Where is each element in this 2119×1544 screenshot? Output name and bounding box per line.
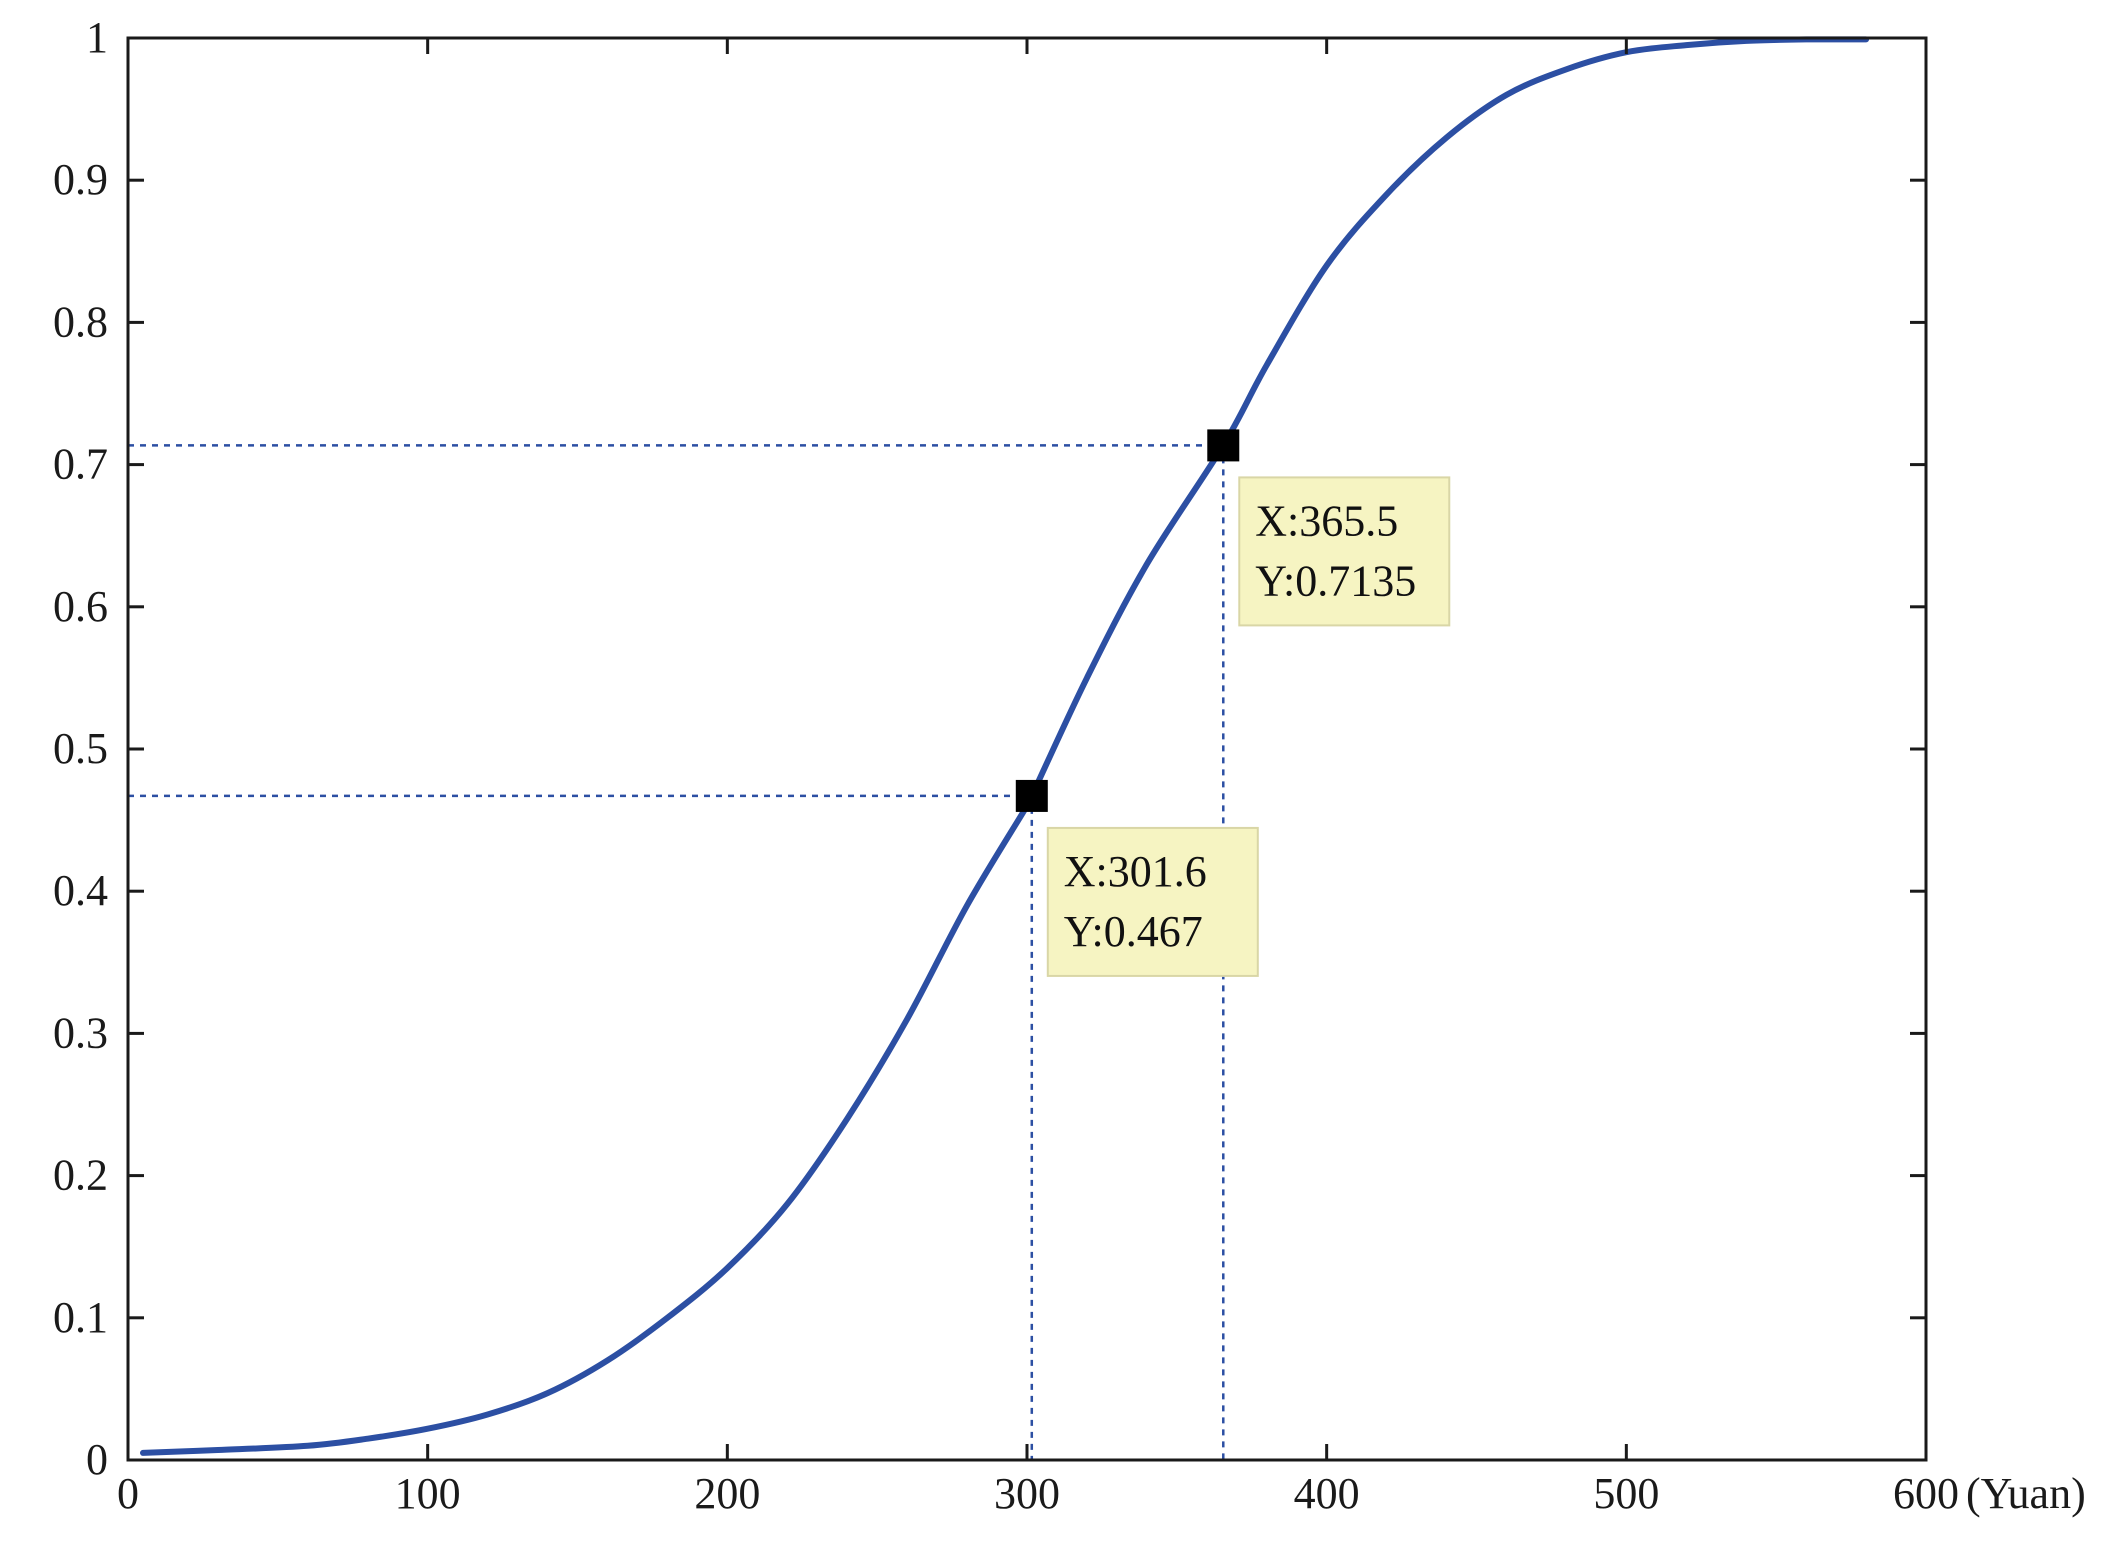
- datatip-y-label: Y:0.467: [1064, 907, 1203, 956]
- datatip-y-label: Y:0.7135: [1255, 556, 1416, 605]
- x-tick-label: 400: [1294, 1469, 1360, 1518]
- datatip-box: [1046, 826, 1259, 977]
- datatip-x-label: X:301.6: [1064, 847, 1207, 896]
- cdf-curve: [139, 36, 1870, 1456]
- y-tick-label: 0.3: [53, 1008, 108, 1057]
- y-tick-label: 0.7: [53, 440, 108, 489]
- axes-frame: [126, 36, 1928, 1462]
- y-tick-label: 0.2: [53, 1151, 108, 1200]
- y-tick-label: 0.4: [53, 866, 108, 915]
- x-tick-label: 300: [994, 1469, 1060, 1518]
- y-tick-label: 0.1: [53, 1293, 108, 1342]
- y-tick-label: 0.5: [53, 724, 108, 773]
- y-axis-ticks: 0 0.1 0.2 0.3 0.4 0.5 0.6 0.7 0.8 0.9 1: [53, 13, 1926, 1484]
- datatip-marker: [1207, 429, 1240, 462]
- y-tick-label: 0: [86, 1435, 108, 1484]
- y-tick-label: 0.6: [53, 582, 108, 631]
- datatip-marker: [1015, 779, 1048, 812]
- x-tick-label: 0: [117, 1469, 139, 1518]
- y-tick-label: 0.8: [53, 297, 108, 346]
- y-tick-label: 1: [86, 13, 108, 62]
- x-tick-label: 500: [1593, 1469, 1659, 1518]
- datatip-x-label: X:365.5: [1255, 496, 1398, 545]
- datatips: X:301.6 Y:0.467 X:365.5 Y:0.7135: [1046, 476, 1451, 977]
- datatip-markers: [1015, 429, 1240, 812]
- x-axis-label: (Yuan): [1966, 1469, 2086, 1518]
- x-axis-ticks: 0 100 200 300 400 500 600: [117, 38, 1959, 1518]
- curve-layer: [139, 36, 1870, 1456]
- y-tick-label: 0.9: [53, 155, 108, 204]
- x-tick-label: 100: [395, 1469, 461, 1518]
- plot-frame: [126, 36, 1928, 1462]
- x-tick-label: 200: [694, 1469, 760, 1518]
- datatip-box: [1238, 476, 1451, 627]
- x-tick-label: 600: [1893, 1469, 1959, 1518]
